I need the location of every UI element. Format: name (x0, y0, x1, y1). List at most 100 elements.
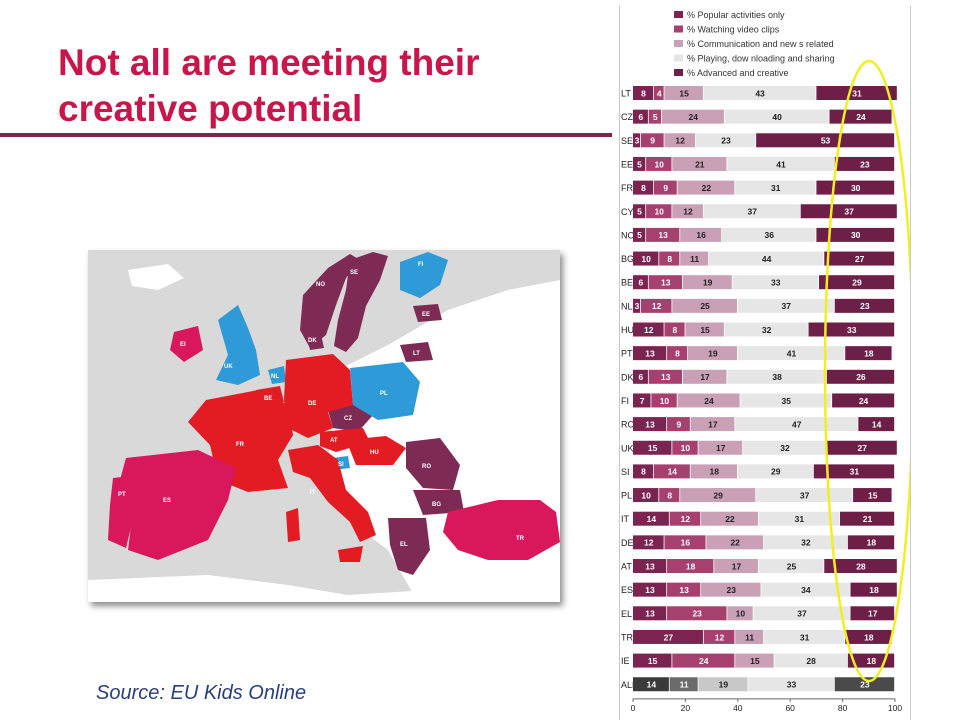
bar-value-label: 9 (663, 183, 668, 193)
bar-value-label: 27 (664, 632, 674, 642)
bar-value-label: 40 (772, 112, 782, 122)
bar-segment (758, 559, 824, 573)
bar-segment (813, 464, 895, 479)
bar-value-label: 33 (787, 680, 797, 690)
bar-segment (737, 346, 845, 361)
chart-canvas: % Popular activities only % Watching vide… (621, 10, 910, 713)
bar-segment (661, 109, 724, 124)
bar-segment (758, 511, 840, 526)
bar-value-label: 29 (852, 278, 862, 288)
bar-value-label: 8 (673, 325, 678, 335)
bar-value-label: 30 (851, 183, 861, 193)
bar-value-label: 32 (801, 538, 811, 548)
bar-segment (672, 440, 698, 455)
bar-segment (688, 346, 737, 361)
bar-value-label: 23 (721, 136, 731, 146)
bar-value-label: 28 (806, 656, 816, 666)
bar-value-label: 31 (850, 467, 860, 477)
bar-value-label: 25 (787, 561, 797, 571)
bar-value-label: 18 (686, 561, 696, 571)
map-label-nl: NL (271, 374, 279, 380)
map-label-cz: CZ (344, 416, 352, 422)
bar-value-label: 12 (681, 514, 691, 524)
bar-segment (633, 275, 648, 290)
map-region-IT-sardinia (286, 508, 300, 542)
bar-value-label: 14 (872, 419, 882, 429)
bar-value-label: 32 (780, 443, 790, 453)
bar-value-label: 31 (852, 88, 862, 98)
bar-segment (648, 275, 682, 290)
map-region-PL (350, 362, 420, 420)
stacked-bar-chart: % Popular activities only % Watching vide… (619, 6, 911, 720)
bar-value-label: 15 (868, 490, 878, 500)
x-tick-label: 0 (631, 703, 636, 713)
map-region-EE (413, 304, 442, 322)
bar-value-label: 32 (762, 325, 772, 335)
bar-segment (824, 251, 895, 266)
highlight-ellipse (823, 59, 910, 683)
bar-segment (633, 582, 667, 597)
category-label: DE (621, 538, 634, 548)
bar-value-label: 24 (704, 396, 714, 406)
bar-value-label: 13 (645, 585, 655, 595)
bar-segment (633, 464, 654, 479)
bar-segment (633, 109, 648, 124)
bar-segment (672, 653, 735, 668)
bar-value-label: 44 (762, 254, 772, 264)
bar-value-label: 18 (864, 632, 874, 642)
bar-value-label: 15 (700, 325, 710, 335)
bar-segment (690, 417, 735, 432)
bar-segment (667, 346, 688, 361)
bar-segment (633, 629, 703, 644)
x-tick-label: 60 (785, 703, 795, 713)
bar-value-label: 18 (867, 656, 877, 666)
map-label-el: EL (400, 542, 408, 548)
bar-value-label: 21 (863, 514, 873, 524)
bar-value-label: 15 (648, 656, 658, 666)
bar-value-label: 22 (730, 538, 740, 548)
bar-value-label: 17 (716, 443, 726, 453)
bar-segment (847, 535, 895, 550)
bar-value-label: 37 (782, 301, 792, 311)
bar-value-label: 53 (821, 136, 831, 146)
bar-segment (633, 204, 646, 219)
bar-value-label: 17 (708, 419, 718, 429)
bar-value-label: 17 (700, 372, 710, 382)
bar-value-label: 19 (719, 680, 729, 690)
bar-value-label: 27 (855, 254, 865, 264)
map-land-iceland (128, 264, 184, 290)
category-label: RO (621, 420, 635, 430)
bar-segment (633, 606, 667, 621)
bar-value-label: 12 (683, 207, 693, 217)
bar-segment (695, 133, 756, 148)
bar-segment (816, 180, 895, 195)
bar-value-label: 26 (856, 372, 866, 382)
bar-value-label: 19 (708, 348, 718, 358)
bar-value-label: 35 (782, 396, 792, 406)
bar-value-label: 15 (750, 656, 760, 666)
bar-segment (774, 653, 848, 668)
bar-segment (653, 86, 664, 100)
bar-segment (737, 298, 834, 313)
bar-segment (633, 417, 667, 432)
bar-value-label: 11 (745, 632, 754, 642)
legend-label: % Advanced and creative (687, 68, 789, 78)
bar-segment (701, 582, 761, 597)
map-region-HU (346, 436, 406, 465)
bar-segment (826, 369, 895, 384)
bar-value-label: 12 (675, 136, 685, 146)
bar-segment (667, 559, 714, 573)
map-region-SE (334, 252, 388, 352)
category-label: LT (621, 89, 631, 99)
legend-label: % Playing, dow nloading and sharing (687, 54, 835, 64)
map-label-fr: FR (236, 442, 245, 448)
map-region-BG (413, 490, 464, 515)
bar-value-label: 36 (765, 230, 775, 240)
bar-segment (703, 204, 800, 219)
bar-segment (633, 322, 664, 337)
bar-value-label: 18 (709, 467, 719, 477)
map-region-NO (300, 254, 360, 348)
map-label-fi: FI (418, 262, 424, 268)
map-region-LT (400, 342, 433, 362)
map-label-ei: EI (180, 342, 186, 348)
